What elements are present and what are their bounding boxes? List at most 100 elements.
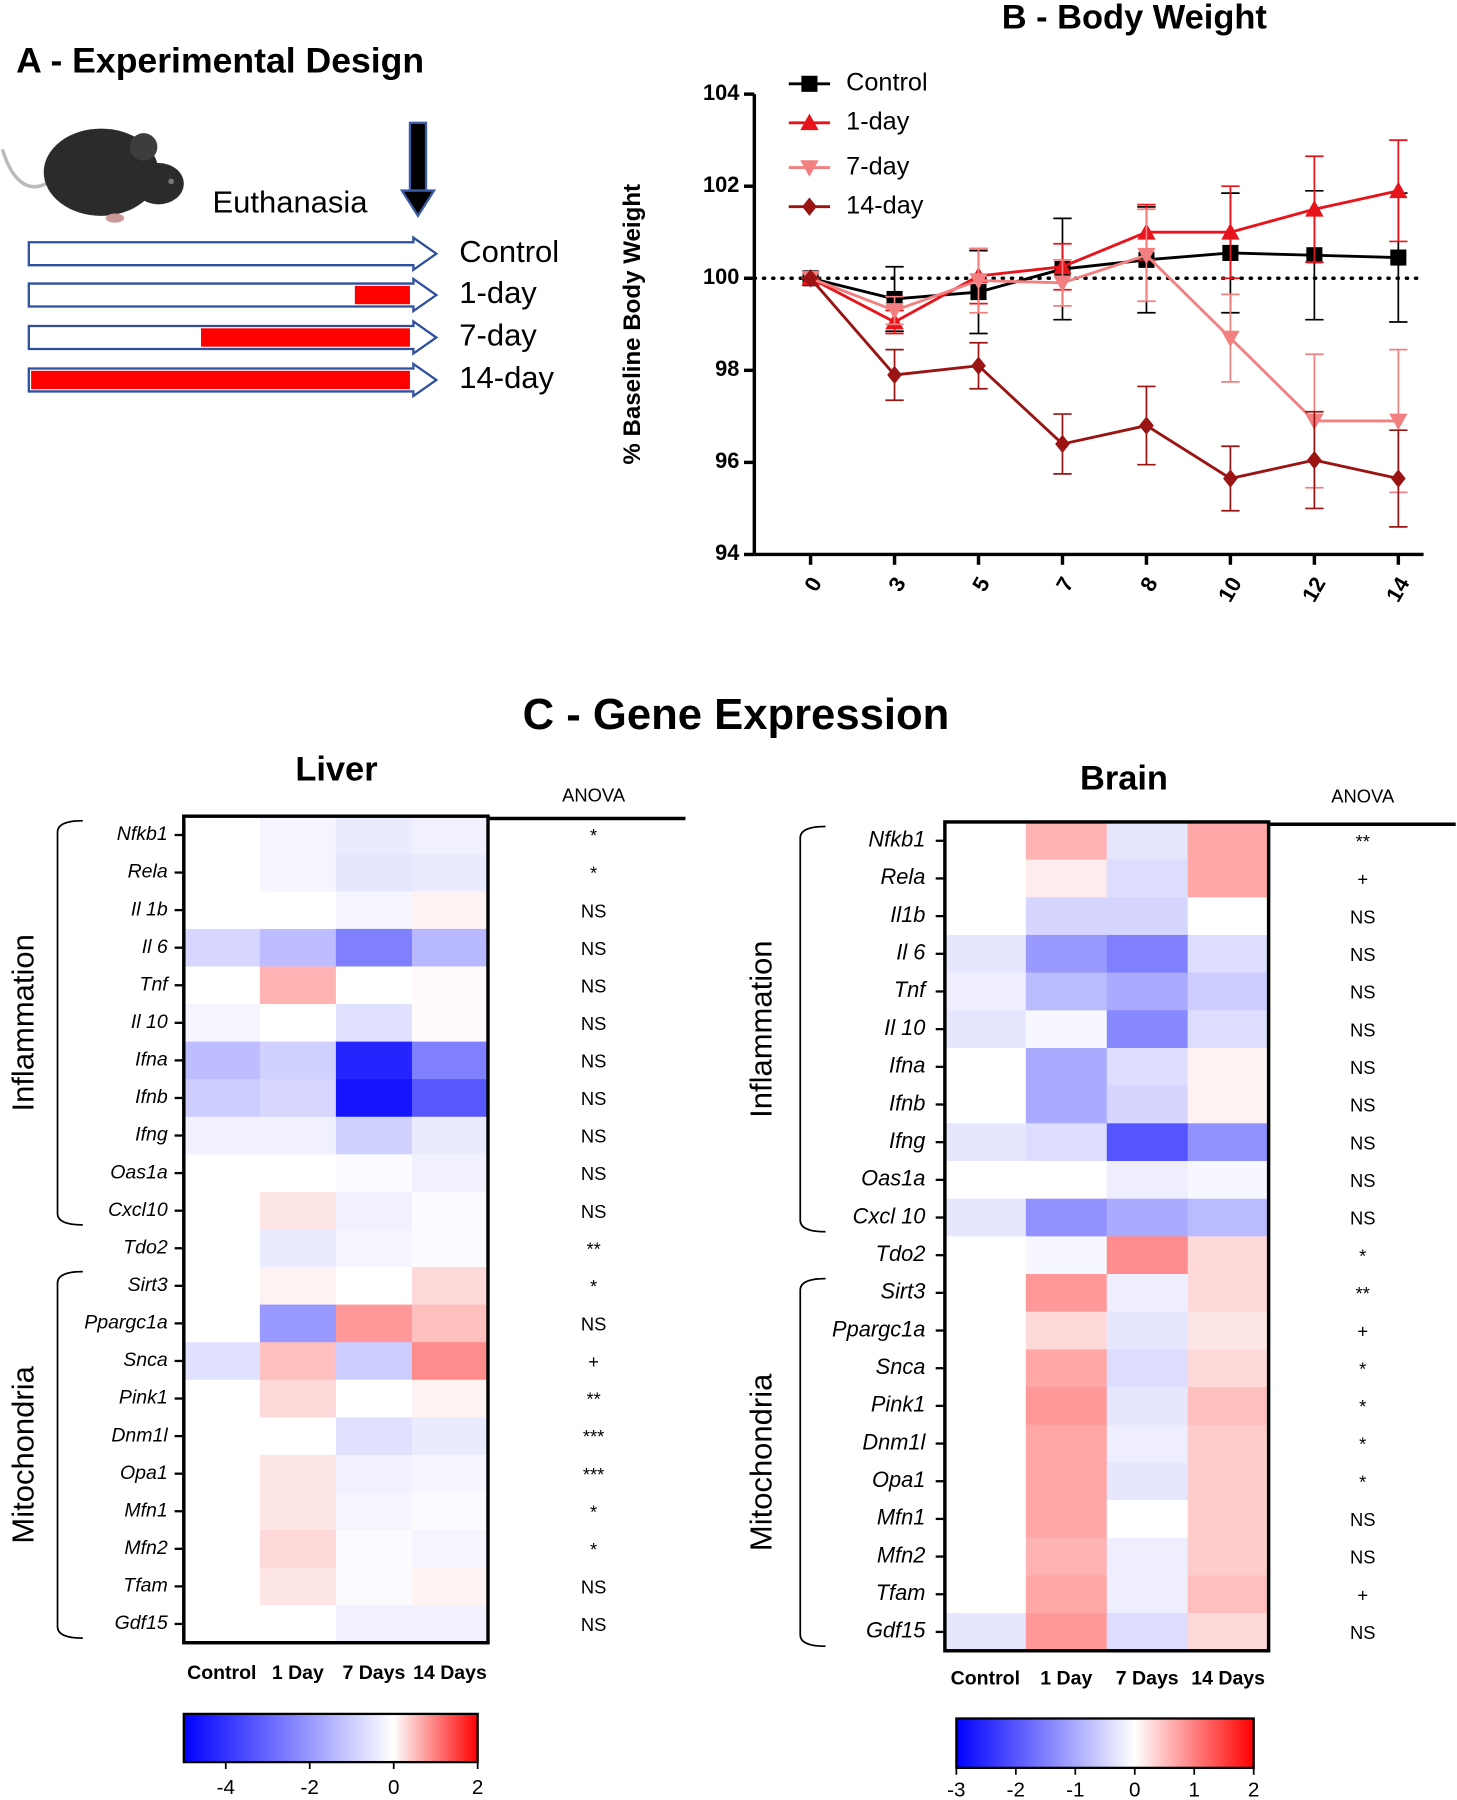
row-label: Mfn2	[877, 1542, 925, 1567]
series-line	[810, 251, 1399, 301]
heatmap-cell	[411, 1530, 489, 1569]
row-label: Sirt3	[881, 1279, 926, 1304]
data-point	[1221, 330, 1240, 348]
heatmap-cell	[183, 1454, 261, 1494]
heatmap-cell	[411, 1267, 489, 1306]
heatmap-cell	[411, 928, 489, 968]
heatmap-cell	[1106, 1161, 1189, 1200]
heatmap-cell	[1187, 1047, 1270, 1087]
heatmap-cell	[259, 1079, 337, 1118]
heatmap-cell	[411, 853, 489, 892]
heatmap-cell	[183, 1154, 261, 1193]
heatmap-cell	[1025, 972, 1108, 1011]
heatmap-cell	[1187, 859, 1270, 898]
heatmap-cell	[183, 1004, 261, 1043]
heatmap-cell	[944, 1123, 1027, 1162]
anova-label: NS	[1350, 1509, 1376, 1530]
heatmap-cell	[1187, 1123, 1270, 1162]
heatmap-cell	[1106, 1462, 1189, 1501]
heatmap-cell	[944, 1500, 1027, 1539]
row-label: Snca	[876, 1354, 926, 1379]
heatmap-cell	[944, 934, 1027, 974]
heatmap-cell	[1187, 1575, 1270, 1614]
heatmap-cell	[1106, 1311, 1189, 1350]
heatmap-cell	[259, 1492, 337, 1531]
heatmap-cell	[183, 1567, 261, 1606]
anova-label: **	[586, 1389, 600, 1410]
row-label: Dnm1l	[862, 1429, 926, 1454]
heatmap-cell	[259, 1004, 337, 1043]
heatmap-cell	[335, 1454, 413, 1494]
row-label: Ifna	[135, 1049, 168, 1071]
legend-label: 7-day	[846, 152, 910, 180]
heatmap-cell	[411, 1379, 489, 1418]
data-point	[1305, 200, 1324, 217]
data-point	[1223, 469, 1238, 488]
heatmap-cell	[1106, 1274, 1189, 1313]
panel-a-title: A - Experimental Design	[16, 41, 424, 81]
x-tick-label: 5	[967, 573, 995, 596]
heatmap-cell	[1025, 1537, 1108, 1576]
heatmap-cell	[259, 816, 337, 855]
row-label: Sirt3	[128, 1274, 168, 1296]
data-point	[971, 356, 986, 375]
row-label: Mfn1	[124, 1499, 167, 1521]
heatmap-cell	[411, 1454, 489, 1494]
legend-label: 1-day	[846, 108, 910, 136]
heatmap-cell	[335, 891, 413, 930]
heatmap-cell	[259, 1191, 337, 1231]
mouse-icon	[0, 128, 184, 223]
colorbar-tick-label: 2	[1248, 1778, 1260, 1800]
panel-c-title: C - Gene Expression	[523, 691, 950, 739]
heatmap-cell	[1187, 821, 1270, 861]
heatmap-cell	[259, 1154, 337, 1193]
heatmap-cell	[1106, 1537, 1189, 1576]
heatmap-cell	[259, 1454, 337, 1494]
anova-label: ***	[583, 1426, 604, 1447]
y-tick-label: 104	[703, 80, 739, 105]
anova-label: **	[586, 1238, 600, 1259]
x-tick-label: 8	[1135, 573, 1163, 596]
x-tick-label: 10	[1213, 573, 1247, 607]
group-label: Mitochondria	[6, 1365, 41, 1543]
heatmap-cell	[1106, 1085, 1189, 1124]
anova-label: +	[1357, 1321, 1368, 1342]
colorbar-tick-label: 0	[1129, 1778, 1141, 1800]
anova-label: ***	[583, 1464, 604, 1485]
anova-label: NS	[581, 1163, 607, 1184]
heatmap-cell	[1187, 972, 1270, 1011]
heatmap-cell	[259, 1229, 337, 1268]
heatmap-cell	[944, 1311, 1027, 1350]
heatmap-cell	[1025, 1123, 1108, 1162]
heatmap-cell	[259, 928, 337, 968]
colorbar-tick-label: -2	[301, 1776, 319, 1799]
heatmap-cell	[335, 1154, 413, 1193]
anova-label: NS	[581, 900, 607, 921]
anova-label: NS	[1350, 944, 1376, 965]
row-label: Tfam	[123, 1575, 167, 1597]
anova-label: NS	[1350, 1170, 1376, 1191]
heatmap-title: Brain	[1080, 760, 1168, 798]
heatmap-title: Liver	[295, 751, 377, 789]
heatmap-cell	[1106, 972, 1189, 1011]
legend-marker	[800, 113, 819, 131]
row-label: Nfkb1	[868, 827, 925, 852]
arm-label: 7-day	[459, 318, 537, 353]
row-label: Ppargc1a	[832, 1316, 925, 1341]
heatmap-cell	[1106, 1198, 1189, 1237]
heatmap-cell	[335, 1079, 413, 1118]
group-bracket	[799, 825, 826, 1233]
legend-marker	[800, 160, 819, 177]
anova-label: *	[590, 1539, 597, 1560]
column-label: 14 Days	[413, 1662, 487, 1684]
anova-label: +	[1357, 869, 1368, 890]
row-label: Cxcl 10	[853, 1203, 926, 1228]
heatmap-cell	[411, 1417, 489, 1456]
heatmap-cell	[335, 1530, 413, 1569]
heatmap-cell	[183, 1379, 261, 1418]
anova-label: **	[1356, 1283, 1370, 1304]
heatmap-cell	[1025, 859, 1108, 898]
heatmap-cell	[944, 1349, 1027, 1388]
heatmap-cell	[259, 1567, 337, 1606]
